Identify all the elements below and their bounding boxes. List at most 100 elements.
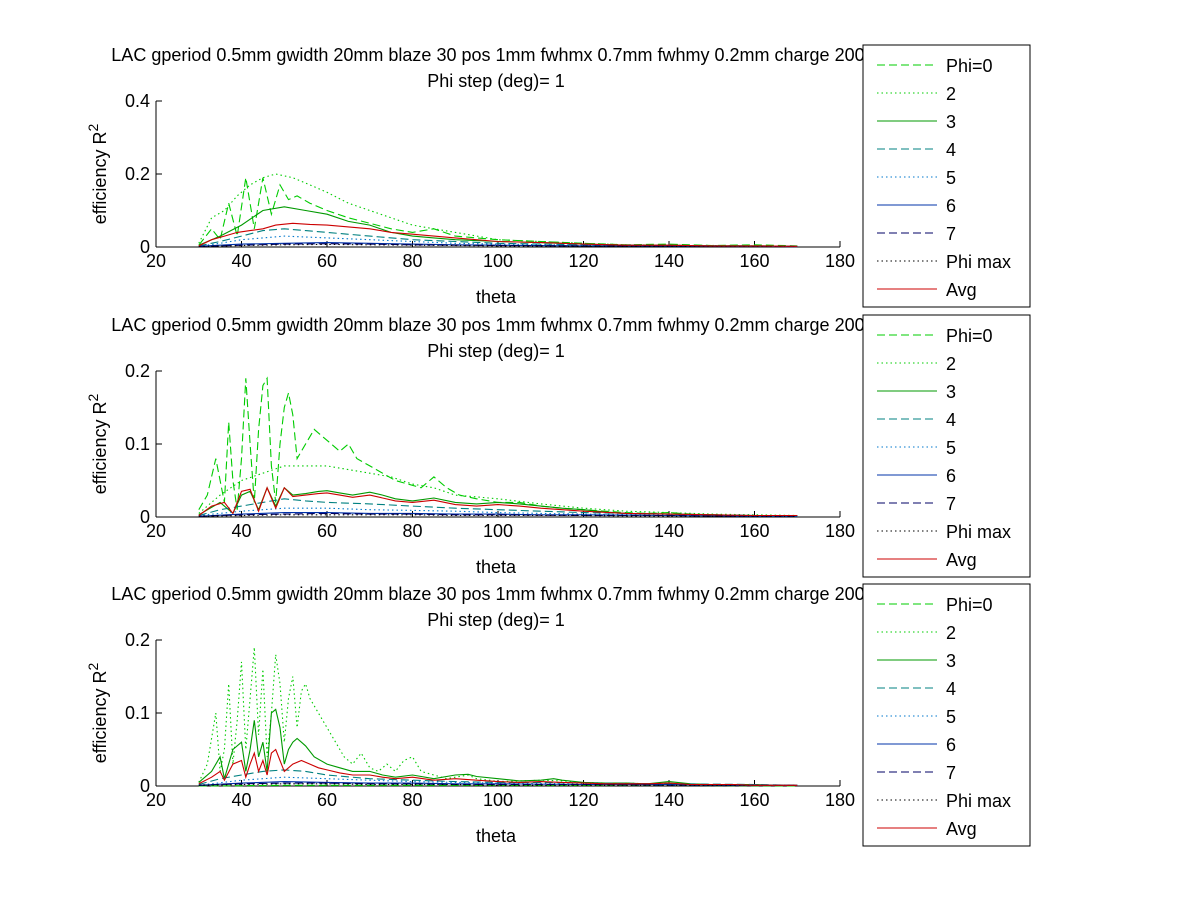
- x-tick-label: 180: [825, 521, 855, 541]
- chart-subtitle: Phi step (deg)= 1: [427, 71, 565, 91]
- series-line-6: [198, 781, 798, 786]
- y-tick-label: 0.2: [125, 164, 150, 184]
- series-line-5: [198, 507, 798, 517]
- legend-entry-label: 4: [946, 140, 956, 160]
- legend-entry-label: 7: [946, 224, 956, 244]
- legend-entry-label: 3: [946, 112, 956, 132]
- legend-entry-label: Avg: [946, 819, 977, 839]
- y-tick-label: 0: [140, 237, 150, 257]
- y-axis-label: efficiency R2: [85, 394, 110, 495]
- x-tick-label: 100: [483, 521, 513, 541]
- legend-entry-label: 4: [946, 679, 956, 699]
- legend: Phi=0 2 3 4 5 6 7 Phi max Avg: [862, 583, 1031, 847]
- legend-entry-label: Phi=0: [946, 595, 993, 615]
- legend-box: [862, 314, 1031, 578]
- legend-entry-label: Phi=0: [946, 56, 993, 76]
- chart-title: LAC gperiod 0.5mm gwidth 20mm blaze 30 p…: [111, 315, 990, 335]
- x-axis-label: theta: [476, 826, 517, 846]
- series-line-4: [198, 498, 798, 517]
- series-line-1: [198, 784, 798, 787]
- x-tick-label: 100: [483, 790, 513, 810]
- legend-entry-label: 3: [946, 382, 956, 402]
- series-line-9: [198, 748, 798, 786]
- legend-entry-label: 2: [946, 623, 956, 643]
- legend-entry-label: Phi max: [946, 791, 1011, 811]
- x-tick-label: 180: [825, 790, 855, 810]
- y-tick-label: 0.1: [125, 703, 150, 723]
- chart-subtitle: Phi step (deg)= 1: [427, 610, 565, 630]
- series-line-4: [198, 769, 798, 786]
- x-tick-label: 60: [317, 790, 337, 810]
- y-tick-label: 0.2: [125, 361, 150, 381]
- x-tick-label: 80: [402, 251, 422, 271]
- series-line-8: [198, 243, 798, 248]
- legend-entry-label: Phi=0: [946, 326, 993, 346]
- x-axis-label: theta: [476, 557, 517, 577]
- series-line-1: [198, 376, 798, 517]
- x-tick-label: 60: [317, 251, 337, 271]
- x-tick-label: 160: [739, 790, 769, 810]
- x-tick-label: 120: [568, 790, 598, 810]
- series-line-2: [198, 465, 798, 517]
- legend-entry-label: 7: [946, 763, 956, 783]
- legend-box: [862, 583, 1031, 847]
- series-line-8: [198, 783, 798, 786]
- legend-entry-label: 6: [946, 196, 956, 216]
- x-axis-label: theta: [476, 287, 517, 307]
- legend-entry-label: 3: [946, 651, 956, 671]
- legend-entry-label: 6: [946, 735, 956, 755]
- x-tick-label: 60: [317, 521, 337, 541]
- x-tick-label: 20: [146, 251, 166, 271]
- legend-entry-label: 7: [946, 494, 956, 514]
- legend-entry-label: 4: [946, 410, 956, 430]
- x-tick-label: 40: [231, 521, 251, 541]
- y-tick-label: 0.4: [125, 91, 150, 111]
- chart-panel-1: 20 40 60 80 100 120 140 160 180 0 0.2 0.4 LAC gperio…: [85, 44, 1031, 308]
- x-tick-label: 180: [825, 251, 855, 271]
- y-tick-label: 0: [140, 507, 150, 527]
- chart-title: LAC gperiod 0.5mm gwidth 20mm blaze 30 p…: [111, 584, 990, 604]
- x-tick-label: 40: [231, 251, 251, 271]
- x-tick-label: 160: [739, 251, 769, 271]
- x-tick-label: 100: [483, 251, 513, 271]
- chart-subtitle: Phi step (deg)= 1: [427, 341, 565, 361]
- legend-entry-label: 2: [946, 84, 956, 104]
- x-tick-label: 120: [568, 251, 598, 271]
- series-line-8: [198, 514, 798, 517]
- legend-entry-label: Phi max: [946, 522, 1011, 542]
- x-tick-label: 140: [654, 521, 684, 541]
- x-tick-label: 40: [231, 790, 251, 810]
- x-tick-label: 120: [568, 521, 598, 541]
- x-tick-label: 140: [654, 790, 684, 810]
- legend-entry-label: 5: [946, 707, 956, 727]
- series-line-2: [198, 173, 798, 247]
- y-axis-label: efficiency R2: [85, 124, 110, 225]
- x-tick-label: 160: [739, 521, 769, 541]
- chart-panel-3: 20 40 60 80 100 120 140 160 180 0 0.1 0.2 LAC gperio…: [85, 583, 1031, 847]
- y-axis-label: efficiency R2: [85, 663, 110, 764]
- x-tick-label: 80: [402, 521, 422, 541]
- legend-entry-label: 5: [946, 438, 956, 458]
- legend-entry-label: Avg: [946, 550, 977, 570]
- legend: Phi=0 2 3 4 5 6 7 Phi max Avg: [862, 314, 1031, 578]
- legend-entry-label: 6: [946, 466, 956, 486]
- legend-box: [862, 44, 1031, 308]
- x-tick-label: 140: [654, 251, 684, 271]
- x-tick-label: 80: [402, 790, 422, 810]
- x-tick-label: 20: [146, 790, 166, 810]
- y-tick-label: 0: [140, 776, 150, 796]
- series-line-9: [198, 486, 798, 517]
- series-line-7: [198, 512, 798, 517]
- chart-title: LAC gperiod 0.5mm gwidth 20mm blaze 30 p…: [111, 45, 990, 65]
- legend-entry-label: 5: [946, 168, 956, 188]
- legend-entry-label: 2: [946, 354, 956, 374]
- y-tick-label: 0.1: [125, 434, 150, 454]
- series-line-9: [198, 222, 798, 247]
- y-tick-label: 0.2: [125, 630, 150, 650]
- legend-entry-label: Avg: [946, 280, 977, 300]
- chart-panel-2: 20 40 60 80 100 120 140 160 180 0 0.1 0.2 LAC gperio…: [85, 314, 1031, 578]
- legend-entry-label: Phi max: [946, 252, 1011, 272]
- x-tick-label: 20: [146, 521, 166, 541]
- series-line-1: [198, 177, 798, 247]
